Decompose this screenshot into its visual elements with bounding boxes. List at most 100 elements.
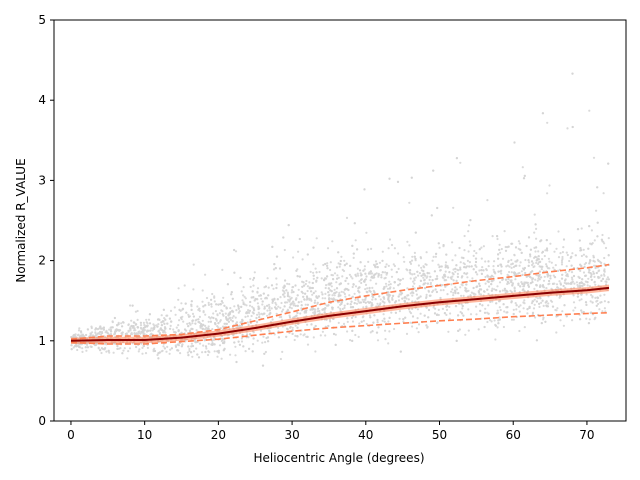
scatter-point (192, 350, 196, 353)
scatter-point (210, 298, 213, 301)
scatter-point (249, 318, 252, 321)
scatter-point (524, 281, 528, 284)
scatter-point (315, 279, 318, 282)
scatter-point (413, 272, 416, 276)
scatter-point (186, 322, 189, 325)
scatter-point (386, 287, 390, 290)
scatter-point (178, 319, 181, 322)
scatter-point (503, 289, 506, 292)
scatter-point (464, 286, 467, 289)
scatter-point (555, 331, 558, 334)
scatter-point (520, 251, 523, 254)
scatter-point (172, 328, 175, 331)
scatter-point (562, 284, 565, 288)
scatter-point (487, 260, 490, 263)
scatter-point (528, 261, 531, 264)
scatter-point (575, 281, 579, 284)
scatter-point (306, 289, 309, 293)
scatter-point (240, 290, 243, 293)
scatter-point (181, 307, 185, 310)
scatter-point (451, 288, 454, 291)
scatter-point (341, 268, 344, 271)
scatter-point (537, 250, 540, 253)
scatter-point (316, 296, 319, 299)
x-tick-label: 60 (506, 428, 521, 442)
scatter-point (590, 275, 593, 278)
scatter-point (468, 265, 471, 268)
scatter-point (296, 335, 299, 338)
scatter-point (562, 246, 565, 249)
scatter-point (207, 342, 210, 345)
scatter-point (275, 312, 278, 315)
scatter-point (220, 300, 223, 303)
scatter-point (320, 277, 323, 280)
scatter-point (257, 305, 260, 308)
scatter-point (255, 320, 259, 323)
scatter-point (275, 255, 279, 258)
scatter-point (174, 345, 178, 348)
scatter-point (140, 327, 143, 330)
scatter-point (538, 305, 541, 308)
scatter-point (484, 307, 487, 310)
scatter-point (253, 271, 256, 274)
scatter-point (444, 285, 447, 288)
scatter-point (591, 296, 594, 299)
scatter-point (527, 259, 530, 262)
scatter-point (383, 277, 386, 280)
scatter-point (314, 324, 317, 328)
scatter-point (341, 275, 344, 278)
scatter-point (605, 278, 608, 281)
scatter-point (201, 300, 204, 303)
scatter-point (467, 250, 470, 253)
scatter-point (326, 262, 329, 265)
scatter-point (286, 282, 289, 285)
scatter-point (375, 263, 378, 266)
scatter-point (536, 297, 540, 300)
scatter-point (188, 347, 191, 351)
scatter-point (121, 331, 124, 334)
scatter-point (217, 303, 220, 306)
scatter-point (582, 248, 585, 251)
scatter-point (510, 300, 513, 303)
scatter-point (297, 288, 300, 291)
series-lines (70, 263, 610, 345)
scatter-point (376, 339, 380, 342)
scatter-point (258, 313, 261, 316)
scatter-point (511, 262, 514, 265)
scatter-point (241, 318, 244, 321)
scatter-point (477, 328, 480, 331)
scatter-point (283, 248, 286, 252)
scatter-point (580, 227, 583, 230)
scatter-point (242, 294, 245, 297)
scatter-point (454, 292, 457, 295)
scatter-point (235, 309, 238, 312)
scatter-point (251, 305, 254, 308)
scatter-point (279, 296, 282, 299)
scatter-point (571, 125, 574, 129)
scatter-point (586, 281, 589, 284)
scatter-point (271, 318, 274, 321)
scatter-point (371, 272, 374, 275)
scatter-point (588, 318, 591, 321)
scatter-point (211, 328, 214, 331)
scatter-point (264, 285, 267, 288)
scatter-point (275, 286, 278, 290)
scatter-point (521, 166, 524, 169)
scatter-point (460, 294, 463, 297)
scatter-point (397, 267, 400, 270)
scatter-point (477, 290, 481, 293)
scatter-point (585, 317, 588, 320)
scatter-point (234, 316, 237, 319)
scatter-point (148, 322, 152, 325)
scatter-point (484, 260, 487, 263)
scatter-point (361, 298, 364, 301)
scatter-point (262, 292, 265, 295)
scatter-point (284, 279, 287, 282)
scatter-point (177, 349, 180, 352)
scatter-point (564, 271, 567, 274)
scatter-point (247, 323, 250, 326)
scatter-point (466, 272, 469, 275)
scatter-point (111, 326, 114, 329)
scatter-point (100, 327, 103, 330)
